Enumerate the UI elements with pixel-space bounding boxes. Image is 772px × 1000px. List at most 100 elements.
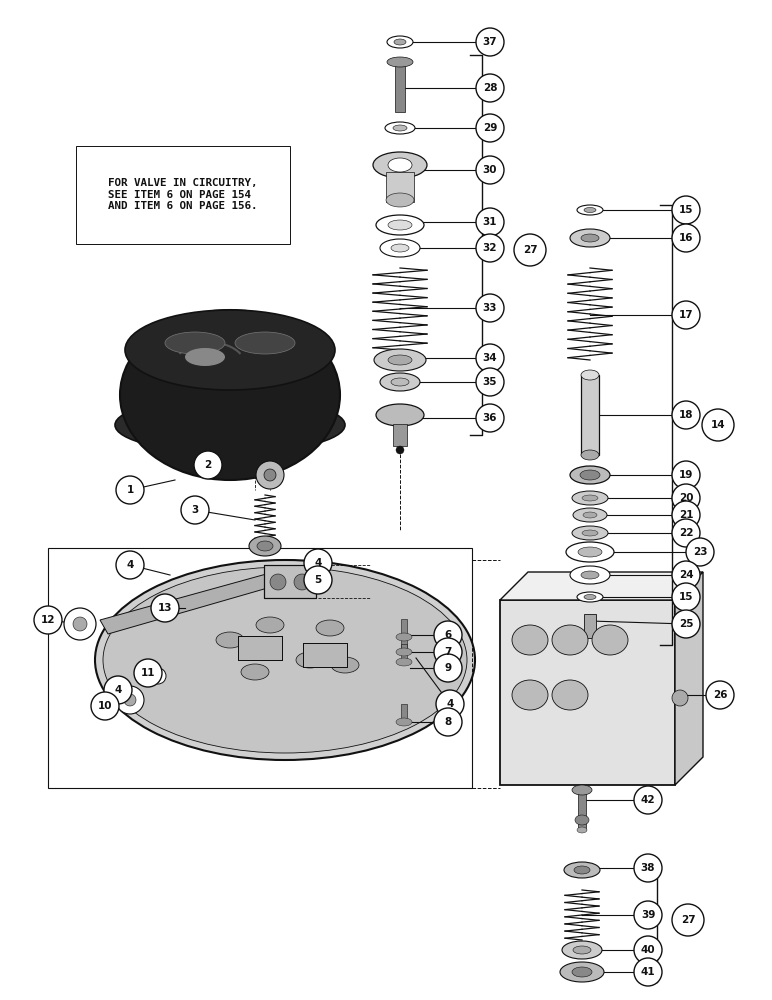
- Ellipse shape: [386, 193, 414, 207]
- Circle shape: [672, 690, 688, 706]
- Ellipse shape: [120, 310, 340, 480]
- Ellipse shape: [316, 620, 344, 636]
- Text: 4: 4: [127, 560, 134, 570]
- Circle shape: [434, 654, 462, 682]
- Circle shape: [686, 538, 714, 566]
- Text: 15: 15: [679, 592, 693, 602]
- Ellipse shape: [560, 962, 604, 982]
- Circle shape: [514, 234, 546, 266]
- Bar: [500, 600, 675, 785]
- Circle shape: [150, 668, 166, 684]
- Text: 25: 25: [679, 619, 693, 629]
- Bar: [581, 375, 599, 455]
- Circle shape: [702, 409, 734, 441]
- Text: 37: 37: [482, 37, 497, 47]
- Circle shape: [476, 114, 504, 142]
- Ellipse shape: [581, 370, 599, 380]
- Ellipse shape: [572, 526, 608, 540]
- Text: 8: 8: [445, 717, 452, 727]
- Bar: [584, 614, 596, 638]
- Circle shape: [672, 904, 704, 936]
- Circle shape: [476, 208, 504, 236]
- Ellipse shape: [396, 648, 412, 656]
- Text: 2: 2: [205, 460, 212, 470]
- Bar: [238, 636, 282, 660]
- Circle shape: [256, 461, 284, 489]
- Text: 24: 24: [679, 570, 693, 580]
- Circle shape: [672, 401, 700, 429]
- Circle shape: [434, 708, 462, 736]
- Ellipse shape: [388, 220, 412, 230]
- Circle shape: [634, 901, 662, 929]
- Ellipse shape: [570, 566, 610, 584]
- Bar: [386, 172, 414, 202]
- Ellipse shape: [241, 664, 269, 680]
- Text: 21: 21: [679, 510, 693, 520]
- Ellipse shape: [249, 536, 281, 556]
- Ellipse shape: [385, 122, 415, 134]
- Circle shape: [634, 854, 662, 882]
- Circle shape: [294, 574, 310, 590]
- Ellipse shape: [580, 470, 600, 480]
- Ellipse shape: [584, 208, 596, 213]
- Circle shape: [434, 621, 462, 649]
- Text: 34: 34: [482, 353, 497, 363]
- Circle shape: [672, 501, 700, 529]
- Circle shape: [672, 519, 700, 547]
- Text: 29: 29: [482, 123, 497, 133]
- Circle shape: [134, 659, 162, 687]
- Ellipse shape: [572, 785, 592, 795]
- Text: 19: 19: [679, 470, 693, 480]
- Ellipse shape: [257, 541, 273, 551]
- Circle shape: [116, 476, 144, 504]
- Bar: [264, 565, 316, 598]
- Circle shape: [104, 676, 132, 704]
- Text: 41: 41: [641, 967, 655, 977]
- Bar: [48, 548, 472, 788]
- Ellipse shape: [393, 125, 407, 131]
- Ellipse shape: [396, 633, 412, 641]
- Text: 22: 22: [679, 528, 693, 538]
- Ellipse shape: [572, 491, 608, 505]
- Bar: [303, 643, 347, 667]
- Circle shape: [304, 566, 332, 594]
- Ellipse shape: [95, 560, 475, 760]
- Ellipse shape: [562, 941, 602, 959]
- Ellipse shape: [552, 680, 588, 710]
- Ellipse shape: [373, 152, 427, 178]
- Text: 4: 4: [314, 558, 322, 568]
- Text: 5: 5: [314, 575, 322, 585]
- Text: 7: 7: [445, 647, 452, 657]
- Ellipse shape: [577, 592, 603, 602]
- Ellipse shape: [572, 967, 592, 977]
- Ellipse shape: [582, 495, 598, 501]
- Ellipse shape: [578, 547, 602, 557]
- Circle shape: [434, 638, 462, 666]
- Ellipse shape: [577, 205, 603, 215]
- Text: 39: 39: [641, 910, 655, 920]
- Circle shape: [436, 690, 464, 718]
- Polygon shape: [500, 572, 703, 600]
- Circle shape: [476, 344, 504, 372]
- Text: 32: 32: [482, 243, 497, 253]
- Text: 4: 4: [446, 699, 454, 709]
- Ellipse shape: [552, 625, 588, 655]
- Text: FOR VALVE IN CIRCUITRY,
SEE ITEM 6 ON PAGE 154
AND ITEM 6 ON PAGE 156.: FOR VALVE IN CIRCUITRY, SEE ITEM 6 ON PA…: [108, 178, 258, 211]
- Text: 26: 26: [713, 690, 727, 700]
- Ellipse shape: [165, 332, 225, 354]
- Bar: [393, 424, 407, 446]
- Ellipse shape: [583, 512, 597, 518]
- Circle shape: [476, 28, 504, 56]
- Ellipse shape: [592, 625, 628, 655]
- Circle shape: [672, 610, 700, 638]
- Text: 31: 31: [482, 217, 497, 227]
- Ellipse shape: [394, 39, 406, 45]
- Ellipse shape: [103, 567, 467, 753]
- Text: 9: 9: [445, 663, 452, 673]
- Ellipse shape: [391, 378, 409, 386]
- Circle shape: [476, 234, 504, 262]
- Polygon shape: [100, 573, 278, 634]
- Ellipse shape: [581, 450, 599, 460]
- Circle shape: [116, 551, 144, 579]
- Ellipse shape: [575, 815, 589, 825]
